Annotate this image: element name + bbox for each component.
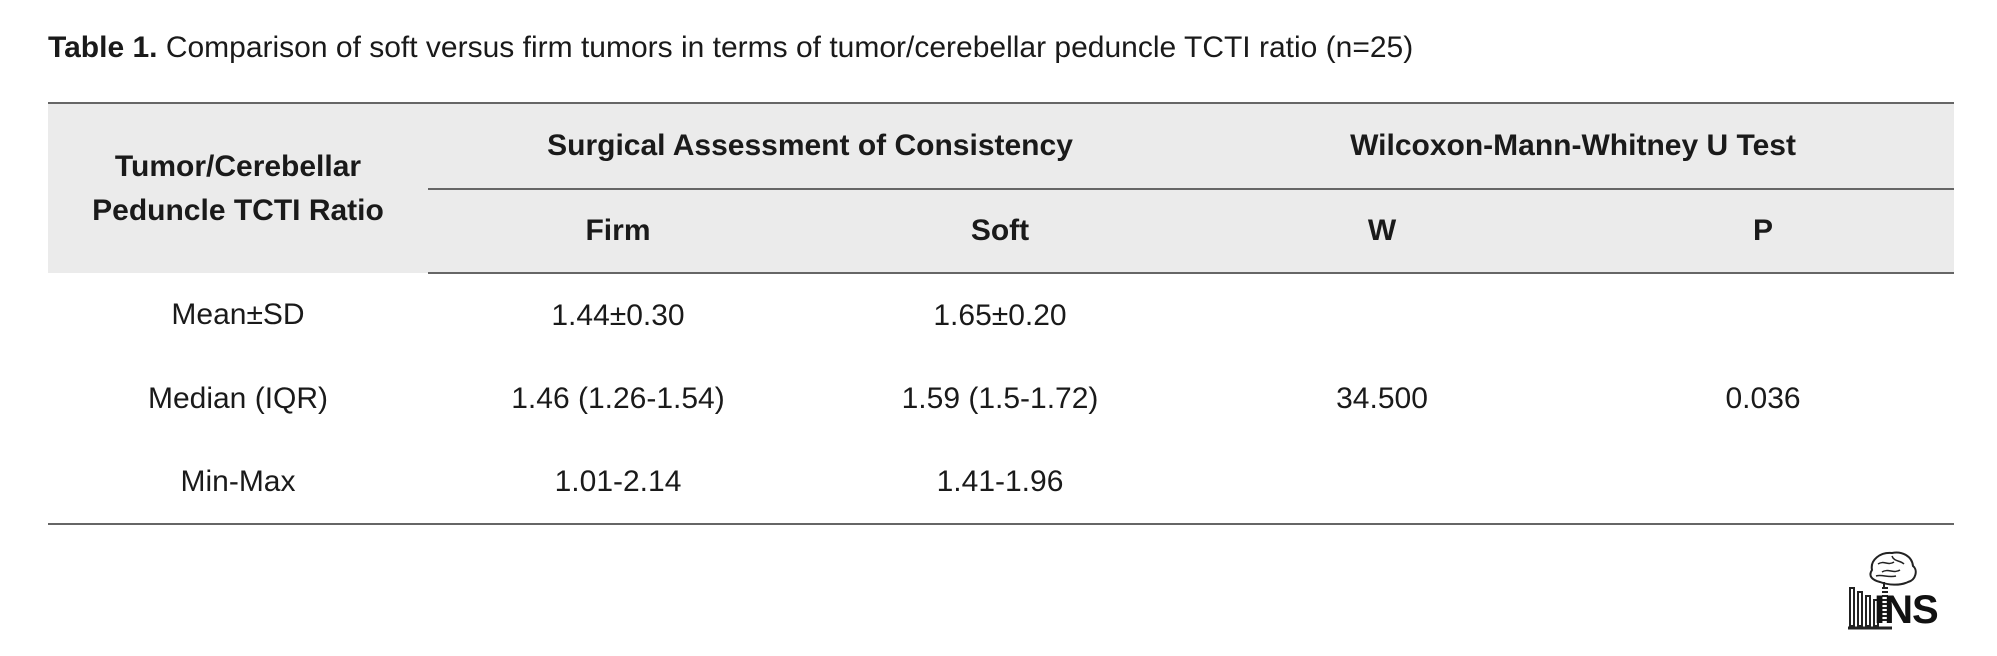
p-cell-empty	[1572, 273, 1954, 357]
soft-cell: 1.59 (1.5-1.72)	[901, 381, 1099, 415]
w-cell-empty	[1192, 440, 1573, 525]
brain-icon	[1848, 551, 1917, 630]
data-table: Tumor/Cerebellar Peduncle TCTI Ratio Sur…	[48, 102, 1955, 525]
ins-logo: INS	[1848, 548, 1958, 632]
table-caption: Table 1. Comparison of soft versus firm …	[48, 26, 1413, 70]
p-cell-empty	[1572, 440, 1955, 525]
w-cell-empty	[1192, 273, 1572, 357]
p-value: 0.036	[1725, 381, 1801, 415]
table-row: Min-Max 1.01-2.14 1.41-1.96	[48, 440, 1955, 525]
table-row: Mean±SD 1.44±0.30 1.65±0.20	[48, 273, 1954, 357]
column-header-p: P	[1572, 189, 1955, 274]
row-header-line-2: Peduncle TCTI Ratio	[92, 193, 384, 227]
w-value: 34.500	[1336, 381, 1428, 415]
soft-cell: 1.65±0.20	[933, 298, 1067, 332]
group-header-wilcoxon: Wilcoxon-Mann-Whitney U Test	[1192, 102, 1955, 190]
soft-cell: 1.41-1.96	[808, 440, 1193, 525]
row-label: Median (IQR)	[147, 381, 329, 415]
firm-cell: 1.01-2.14	[428, 440, 808, 525]
column-header-soft: Soft	[808, 189, 1193, 274]
row-label: Mean±SD	[171, 298, 305, 331]
firm-cell: 1.44±0.30	[551, 298, 685, 332]
row-header-line-1: Tumor/Cerebellar	[114, 149, 362, 183]
row-label: Min-Max	[48, 440, 428, 525]
caption-text: Comparison of soft versus firm tumors in…	[157, 31, 1414, 64]
group-header-consistency: Surgical Assessment of Consistency	[428, 102, 1193, 190]
caption-label: Table 1.	[48, 31, 158, 64]
table-row: Median (IQR) 1.46 (1.26-1.54) 1.59 (1.5-…	[48, 357, 1954, 440]
column-header-w: W	[1192, 189, 1573, 274]
row-header: Tumor/Cerebellar Peduncle TCTI Ratio	[48, 102, 428, 273]
column-header-firm: Firm	[428, 189, 808, 274]
firm-cell: 1.46 (1.26-1.54)	[511, 381, 725, 415]
logo-text: INS	[1874, 588, 1939, 632]
